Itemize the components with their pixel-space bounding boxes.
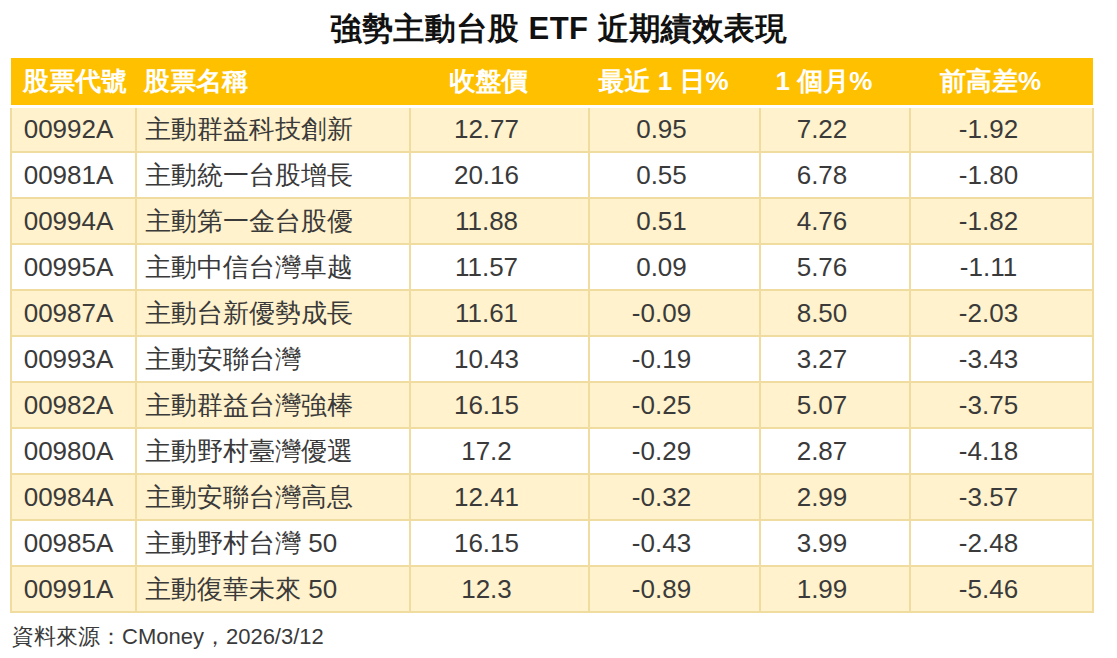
header-close-price: 收盤價	[410, 58, 589, 106]
close-price-cell: 10.43	[410, 336, 589, 382]
table-row: 00982A主動群益台灣強棒16.15-0.255.07-3.75	[11, 382, 1093, 428]
table-row: 00993A主動安聯台灣10.43-0.193.27-3.43	[11, 336, 1093, 382]
month-change-cell: 7.22	[760, 106, 910, 152]
source-note: 資料來源：CMoney，2026/3/12	[12, 622, 1117, 652]
name-cell: 主動中信台灣卓越	[136, 244, 410, 290]
header-day-change: 最近 1 日%	[589, 58, 760, 106]
gap-from-high-cell: -4.18	[910, 428, 1093, 474]
table-body: 00992A主動群益科技創新12.770.957.22-1.9200981A主動…	[11, 106, 1093, 612]
code-cell: 00980A	[11, 428, 136, 474]
month-change-cell: 6.78	[760, 152, 910, 198]
gap-from-high-cell: -1.11	[910, 244, 1093, 290]
close-price-cell: 12.3	[410, 566, 589, 612]
name-cell: 主動安聯台灣高息	[136, 474, 410, 520]
day-change-cell: -0.09	[589, 290, 760, 336]
month-change-cell: 5.07	[760, 382, 910, 428]
month-change-cell: 3.27	[760, 336, 910, 382]
header-stock-code: 股票代號	[11, 58, 136, 106]
gap-from-high-cell: -1.92	[910, 106, 1093, 152]
gap-from-high-cell: -3.57	[910, 474, 1093, 520]
gap-from-high-cell: -2.48	[910, 520, 1093, 566]
month-change-cell: 4.76	[760, 198, 910, 244]
gap-from-high-cell: -5.46	[910, 566, 1093, 612]
name-cell: 主動野村台灣 50	[136, 520, 410, 566]
table-row: 00985A主動野村台灣 5016.15-0.433.99-2.48	[11, 520, 1093, 566]
name-cell: 主動群益科技創新	[136, 106, 410, 152]
close-price-cell: 16.15	[410, 382, 589, 428]
month-change-cell: 3.99	[760, 520, 910, 566]
name-cell: 主動第一金台股優	[136, 198, 410, 244]
page-title: 強勢主動台股 ETF 近期績效表現	[0, 0, 1117, 47]
code-cell: 00984A	[11, 474, 136, 520]
day-change-cell: 0.09	[589, 244, 760, 290]
table-row: 00994A主動第一金台股優11.880.514.76-1.82	[11, 198, 1093, 244]
close-price-cell: 16.15	[410, 520, 589, 566]
header-stock-name: 股票名稱	[136, 58, 410, 106]
code-cell: 00982A	[11, 382, 136, 428]
code-cell: 00991A	[11, 566, 136, 612]
day-change-cell: 0.51	[589, 198, 760, 244]
month-change-cell: 8.50	[760, 290, 910, 336]
day-change-cell: -0.25	[589, 382, 760, 428]
close-price-cell: 17.2	[410, 428, 589, 474]
name-cell: 主動復華未來 50	[136, 566, 410, 612]
code-cell: 00992A	[11, 106, 136, 152]
close-price-cell: 12.41	[410, 474, 589, 520]
name-cell: 主動台新優勢成長	[136, 290, 410, 336]
code-cell: 00985A	[11, 520, 136, 566]
table-row: 00992A主動群益科技創新12.770.957.22-1.92	[11, 106, 1093, 152]
close-price-cell: 11.57	[410, 244, 589, 290]
code-cell: 00995A	[11, 244, 136, 290]
header-gap-from-high: 前高差%	[910, 58, 1093, 106]
code-cell: 00981A	[11, 152, 136, 198]
close-price-cell: 11.88	[410, 198, 589, 244]
table-row: 00984A主動安聯台灣高息12.41-0.322.99-3.57	[11, 474, 1093, 520]
gap-from-high-cell: -1.82	[910, 198, 1093, 244]
name-cell: 主動野村臺灣優選	[136, 428, 410, 474]
code-cell: 00994A	[11, 198, 136, 244]
day-change-cell: -0.19	[589, 336, 760, 382]
etf-performance-table: 股票代號 股票名稱 收盤價 最近 1 日% 1 個月% 前高差% 00992A主…	[10, 58, 1094, 613]
month-change-cell: 2.99	[760, 474, 910, 520]
day-change-cell: -0.29	[589, 428, 760, 474]
gap-from-high-cell: -1.80	[910, 152, 1093, 198]
name-cell: 主動安聯台灣	[136, 336, 410, 382]
name-cell: 主動統一台股增長	[136, 152, 410, 198]
name-cell: 主動群益台灣強棒	[136, 382, 410, 428]
day-change-cell: -0.89	[589, 566, 760, 612]
etf-performance-graphic: 強勢主動台股 ETF 近期績效表現 股票代號 股票名稱 收盤價 最近 1 日% …	[0, 0, 1117, 658]
code-cell: 00987A	[11, 290, 136, 336]
day-change-cell: 0.95	[589, 106, 760, 152]
table-row: 00995A主動中信台灣卓越11.570.095.76-1.11	[11, 244, 1093, 290]
table-row: 00987A主動台新優勢成長11.61-0.098.50-2.03	[11, 290, 1093, 336]
code-cell: 00993A	[11, 336, 136, 382]
table-row: 00980A主動野村臺灣優選17.2-0.292.87-4.18	[11, 428, 1093, 474]
table-row: 00981A主動統一台股增長20.160.556.78-1.80	[11, 152, 1093, 198]
gap-from-high-cell: -3.43	[910, 336, 1093, 382]
header-month-change: 1 個月%	[760, 58, 910, 106]
day-change-cell: 0.55	[589, 152, 760, 198]
month-change-cell: 2.87	[760, 428, 910, 474]
day-change-cell: -0.43	[589, 520, 760, 566]
gap-from-high-cell: -3.75	[910, 382, 1093, 428]
table-row: 00991A主動復華未來 5012.3-0.891.99-5.46	[11, 566, 1093, 612]
table-header-row: 股票代號 股票名稱 收盤價 最近 1 日% 1 個月% 前高差%	[11, 58, 1093, 106]
month-change-cell: 5.76	[760, 244, 910, 290]
gap-from-high-cell: -2.03	[910, 290, 1093, 336]
close-price-cell: 11.61	[410, 290, 589, 336]
month-change-cell: 1.99	[760, 566, 910, 612]
table-header: 股票代號 股票名稱 收盤價 最近 1 日% 1 個月% 前高差%	[11, 58, 1093, 106]
close-price-cell: 20.16	[410, 152, 589, 198]
close-price-cell: 12.77	[410, 106, 589, 152]
day-change-cell: -0.32	[589, 474, 760, 520]
